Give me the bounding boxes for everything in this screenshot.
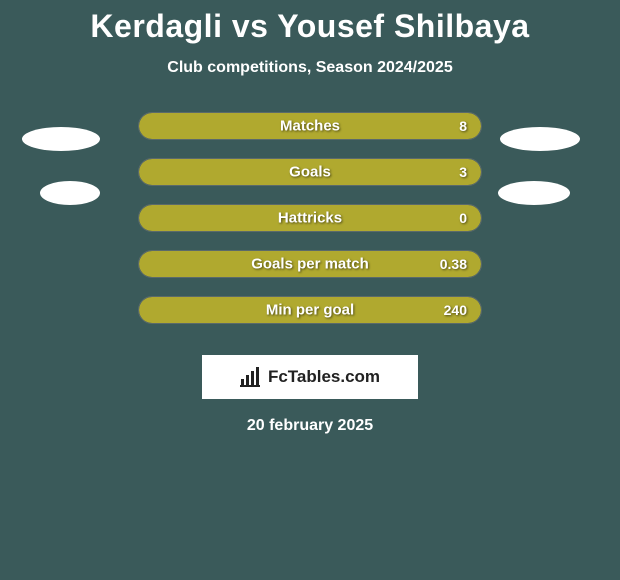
bar-track: Goals 3: [138, 158, 482, 186]
stat-value: 0.38: [440, 256, 467, 272]
date-text: 20 february 2025: [247, 417, 373, 435]
comparison-infographic: Kerdagli vs Yousef Shilbaya Club competi…: [0, 0, 620, 580]
stat-row: Matches 8: [0, 103, 620, 149]
stat-row: Goals 3: [0, 149, 620, 195]
stat-label: Goals per match: [251, 256, 369, 273]
stat-label: Matches: [280, 118, 340, 135]
stat-label: Hattricks: [278, 210, 342, 227]
chart-area: Matches 8 Goals 3 Hattricks 0 Goals per …: [0, 103, 620, 333]
stat-row: Min per goal 240: [0, 287, 620, 333]
stat-value: 3: [459, 164, 467, 180]
brand-text: FcTables.com: [268, 367, 380, 387]
brand-badge: FcTables.com: [202, 355, 418, 399]
bar-track: Hattricks 0: [138, 204, 482, 232]
bar-track: Matches 8: [138, 112, 482, 140]
bar-track: Min per goal 240: [138, 296, 482, 324]
stat-value: 0: [459, 210, 467, 226]
bar-track: Goals per match 0.38: [138, 250, 482, 278]
stat-value: 240: [444, 302, 467, 318]
stat-value: 8: [459, 118, 467, 134]
page-title: Kerdagli vs Yousef Shilbaya: [90, 8, 529, 45]
stat-label: Min per goal: [266, 302, 354, 319]
stat-label: Goals: [289, 164, 331, 181]
page-subtitle: Club competitions, Season 2024/2025: [167, 59, 452, 77]
stat-row: Goals per match 0.38: [0, 241, 620, 287]
bar-chart-icon: [240, 367, 262, 387]
stat-row: Hattricks 0: [0, 195, 620, 241]
